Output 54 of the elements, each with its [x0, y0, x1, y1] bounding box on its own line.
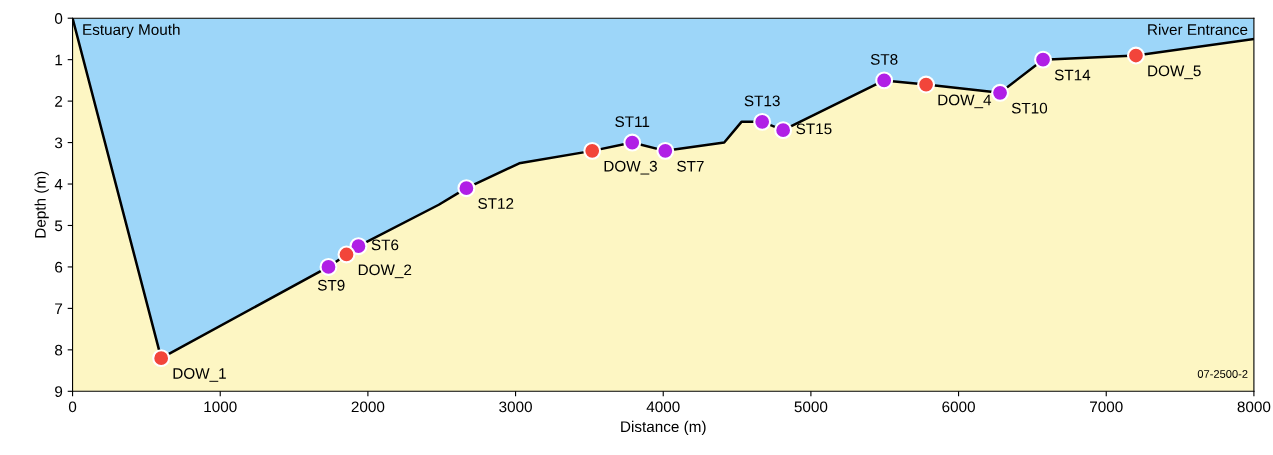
annotation: DOW_4 [938, 94, 992, 109]
annotation: DOW_5 [1148, 65, 1201, 80]
annotation: DOW_3 [604, 160, 657, 175]
point [991, 83, 1010, 102]
y-tick-label: 8 [55, 344, 63, 356]
x-tick-label: 3000 [499, 401, 532, 413]
x-axis-title: Distance (m) [621, 420, 706, 436]
point [623, 133, 642, 152]
x-tick-label: 1000 [204, 401, 237, 413]
annotation: DOW_2 [358, 264, 412, 279]
point [774, 121, 793, 140]
annotation: ST13 [744, 95, 780, 107]
annotation: ST9 [317, 279, 345, 291]
point [1126, 46, 1145, 65]
x-tick-label: 5000 [794, 401, 828, 413]
y-tick-label: 2 [55, 95, 63, 107]
x-tick-label: 4000 [646, 401, 680, 413]
annotation: ST8 [870, 54, 898, 65]
point [875, 71, 894, 90]
y-tick-label: 5 [54, 220, 63, 232]
annotation: ST12 [478, 198, 514, 209]
y-tick-label: 3 [54, 137, 63, 149]
y-tick-label: 4 [54, 179, 63, 190]
y-tick-label: 7 [55, 303, 63, 314]
point [337, 245, 356, 264]
annotation: DOW_1 [173, 368, 226, 382]
annotation: ST6 [371, 239, 399, 251]
x-tick-label: 8000 [1237, 401, 1271, 413]
y-tick-label: 1 [55, 54, 63, 66]
point [319, 257, 338, 276]
annotation: ST7 [677, 160, 704, 172]
point [583, 141, 602, 160]
point [152, 349, 171, 368]
point [656, 141, 675, 160]
point [753, 112, 772, 131]
x-tick-label: 0 [68, 401, 77, 413]
y-tick-label: 6 [55, 261, 63, 273]
y-axis-title: Depth (m) [34, 171, 49, 238]
y-tick-label: 0 [54, 13, 63, 24]
x-tick-label: 7000 [1090, 401, 1123, 413]
x-tick-label: 2000 [351, 401, 385, 413]
annotation: ST14 [1054, 69, 1091, 81]
annotation: ST11 [615, 116, 650, 128]
point [349, 237, 368, 256]
annotation: River Entrance [1148, 23, 1248, 36]
annotation: Estuary Mouth [83, 23, 180, 39]
point [1034, 50, 1052, 69]
annotation: 07-2500-2 [1197, 370, 1248, 378]
point [457, 179, 476, 198]
x-tick-label: 6000 [942, 401, 975, 413]
annotation: ST15 [796, 123, 832, 135]
y-tick-label: 9 [55, 386, 63, 397]
annotation: ST10 [1011, 102, 1048, 114]
point [917, 75, 936, 94]
